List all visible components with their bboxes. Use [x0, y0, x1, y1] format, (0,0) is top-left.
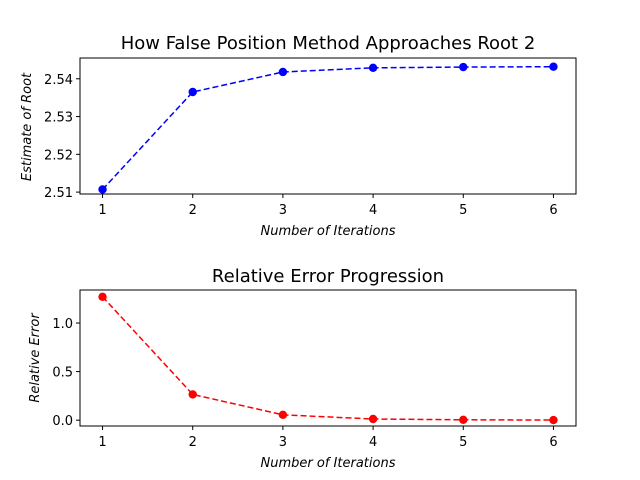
x-tick-label: 2 — [189, 435, 197, 450]
data-point — [459, 62, 468, 72]
chart-panel-relative-error: Relative Error Progression 1 2 3 4 5 60.00.51… — [28, 266, 577, 471]
y-tick-label: 2.52 — [44, 148, 73, 163]
x-tick-label: 1 — [98, 435, 106, 450]
x-tick-label: 6 — [549, 203, 557, 218]
data-point — [549, 62, 558, 71]
data-point — [278, 67, 288, 77]
x-tick-label: 4 — [369, 203, 377, 218]
series-line — [101, 65, 554, 190]
chart-title: Relative Error Progression — [212, 266, 444, 287]
y-tick-label: 2.54 — [44, 73, 73, 88]
y-axis-label: Relative Error — [28, 312, 43, 403]
x-tick-label: 1 — [98, 203, 106, 218]
x-tick-label: 3 — [279, 203, 287, 218]
y-tick-label: 1.0 — [52, 317, 73, 332]
x-tick-label: 3 — [279, 435, 287, 450]
data-point — [459, 415, 468, 424]
data-point — [188, 87, 197, 97]
y-tick-label: 2.51 — [44, 186, 73, 201]
chart-title: How False Position Method Approaches Roo… — [121, 33, 536, 54]
y-tick-label: 0.0 — [52, 414, 73, 429]
data-point — [549, 415, 558, 425]
axes-frame — [79, 57, 577, 195]
x-tick-label: 4 — [369, 435, 377, 450]
data-point — [98, 185, 107, 194]
data-point — [188, 390, 197, 399]
y-tick-label: 0.5 — [52, 366, 73, 381]
x-axis-label: Number of Iterations — [261, 456, 396, 471]
x-tick-label: 5 — [459, 435, 467, 450]
data-point — [368, 63, 378, 73]
plot-area: 1 2 3 4 5 6 0.0 0.5 1.0 — [52, 289, 577, 450]
y-axis-label: Estimate of Root — [20, 72, 35, 181]
plot-area: 1 2 3 4 5 6 2.51 2.52 2.53 2.54 — [44, 57, 577, 218]
x-tick-label: 6 — [549, 435, 557, 450]
data-point — [368, 414, 378, 424]
data-point — [98, 292, 107, 301]
x-tick-label: 5 — [459, 203, 467, 218]
chart-panel-root-estimate: How False Position Method Approaches Roo… — [20, 33, 577, 239]
y-tick-label: 2.53 — [44, 111, 73, 126]
axes-frame — [79, 289, 577, 427]
series-line — [101, 296, 554, 421]
data-point — [278, 410, 288, 420]
x-axis-label: Number of Iterations — [261, 224, 396, 239]
x-tick-label: 2 — [189, 203, 197, 218]
